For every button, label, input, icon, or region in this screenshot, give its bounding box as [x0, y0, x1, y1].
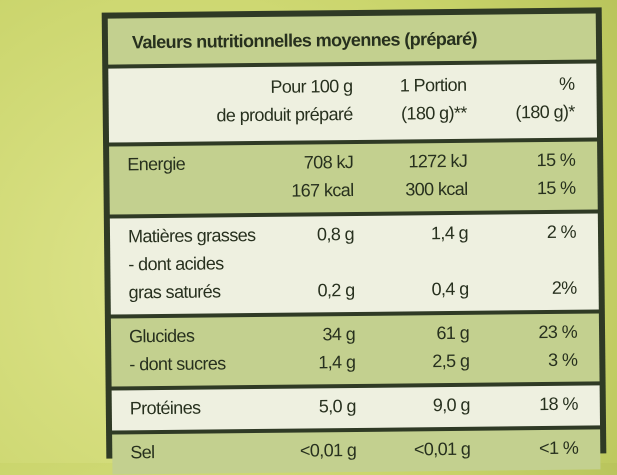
cell: (180 g)*	[515, 101, 575, 123]
header-band: Pour 100 g 1 Portion% de produit préparé (1…	[108, 63, 598, 143]
cell: 18 %	[539, 393, 578, 415]
table-title: Valeurs nutritionnelles moyennes (prépar…	[131, 28, 477, 53]
cell: 23 %	[538, 321, 578, 343]
cell: 34 g	[322, 323, 356, 345]
row-group: Matières grasses 0,8 g 1,4 g 2 % - dont acid…	[109, 213, 599, 315]
cell: 2 %	[546, 221, 577, 242]
cell: <0,01 g	[299, 439, 357, 461]
cell: 167 kcal	[291, 180, 354, 201]
cell: %	[558, 73, 575, 94]
cell: 9,0 g	[432, 394, 470, 416]
cell: 15 %	[536, 177, 576, 199]
cell: 0,2 g	[317, 279, 355, 301]
row-label: - dont acides	[128, 253, 224, 275]
cell: 2%	[551, 277, 577, 298]
cell: (180 g)**	[400, 102, 467, 124]
row-label: gras saturés	[128, 281, 221, 303]
row-group: Protéines 5,0 g 9,0 g 18 %	[111, 385, 601, 431]
cell: 2,5 g	[432, 350, 470, 372]
row-label: Matières grasses	[127, 225, 256, 247]
row-group: Energie 708 kJ 1272 kJ 15 % 167 kcal 300 kcal…	[109, 141, 598, 215]
cell: 5,0 g	[318, 395, 356, 417]
cell: 61 g	[436, 322, 470, 344]
title-band: Valeurs nutritionnelles moyennes (prépar…	[107, 13, 597, 65]
row-label: - dont sucres	[129, 353, 226, 375]
row-group: Glucides 34 g 61 g 23 % - dont sucres 1,4 g 2,…	[110, 313, 600, 387]
cell: 1272 kJ	[408, 150, 468, 172]
row-group: Sel <0,01 g <0,01 g <1 %	[112, 429, 601, 475]
row-label: Protéines	[129, 397, 201, 419]
cell: 15 %	[536, 149, 576, 171]
row-label: Glucides	[128, 325, 195, 347]
cell: <1 %	[539, 437, 579, 459]
cell: 0,8 g	[316, 224, 355, 245]
cell: 3 %	[548, 349, 578, 370]
cell: de produit préparé	[216, 104, 353, 126]
cell: 1,4 g	[430, 222, 469, 244]
row-label: Sel	[130, 442, 155, 463]
cell: 708 kJ	[303, 152, 354, 173]
nutrition-table: Valeurs nutritionnelles moyennes (prépar…	[101, 7, 607, 475]
cell: 1 Portion	[399, 74, 467, 96]
cell: <0,01 g	[413, 438, 471, 460]
cell: 300 kcal	[405, 178, 468, 200]
row-label: Energie	[127, 153, 186, 175]
cell: 0,4 g	[431, 278, 469, 300]
cell: Pour 100 g	[270, 76, 353, 97]
cell: 1,4 g	[318, 351, 356, 373]
